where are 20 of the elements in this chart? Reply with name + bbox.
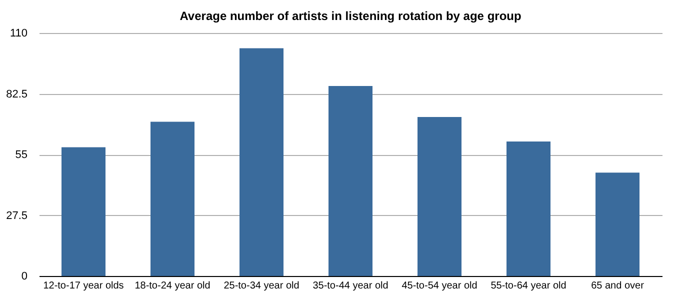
y-tick-label: 27.5 bbox=[6, 210, 28, 222]
bar bbox=[62, 147, 106, 276]
bar bbox=[506, 141, 550, 276]
y-tick-label: 0 bbox=[21, 270, 28, 282]
x-tick-label: 65 and over bbox=[591, 280, 645, 292]
x-tick-label: 12-to-17 year olds bbox=[43, 280, 124, 292]
x-tick-label: 45-to-54 year old bbox=[402, 280, 478, 292]
x-tick-label: 25-to-34 year old bbox=[224, 280, 300, 292]
bar bbox=[328, 86, 372, 276]
bar bbox=[150, 122, 194, 276]
chart-title: Average number of artists in listening rotation by age group bbox=[180, 9, 522, 23]
bar bbox=[596, 172, 640, 276]
x-tick-label: 55-to-64 year old bbox=[490, 280, 566, 292]
y-tick-label: 55 bbox=[15, 149, 28, 161]
x-tick-label: 35-to-44 year old bbox=[312, 280, 388, 292]
y-tick-label: 110 bbox=[10, 28, 28, 40]
x-tick-label: 18-to-24 year old bbox=[134, 280, 210, 292]
bar bbox=[240, 48, 284, 276]
y-tick-label: 82.5 bbox=[6, 88, 28, 100]
bar bbox=[418, 116, 462, 276]
